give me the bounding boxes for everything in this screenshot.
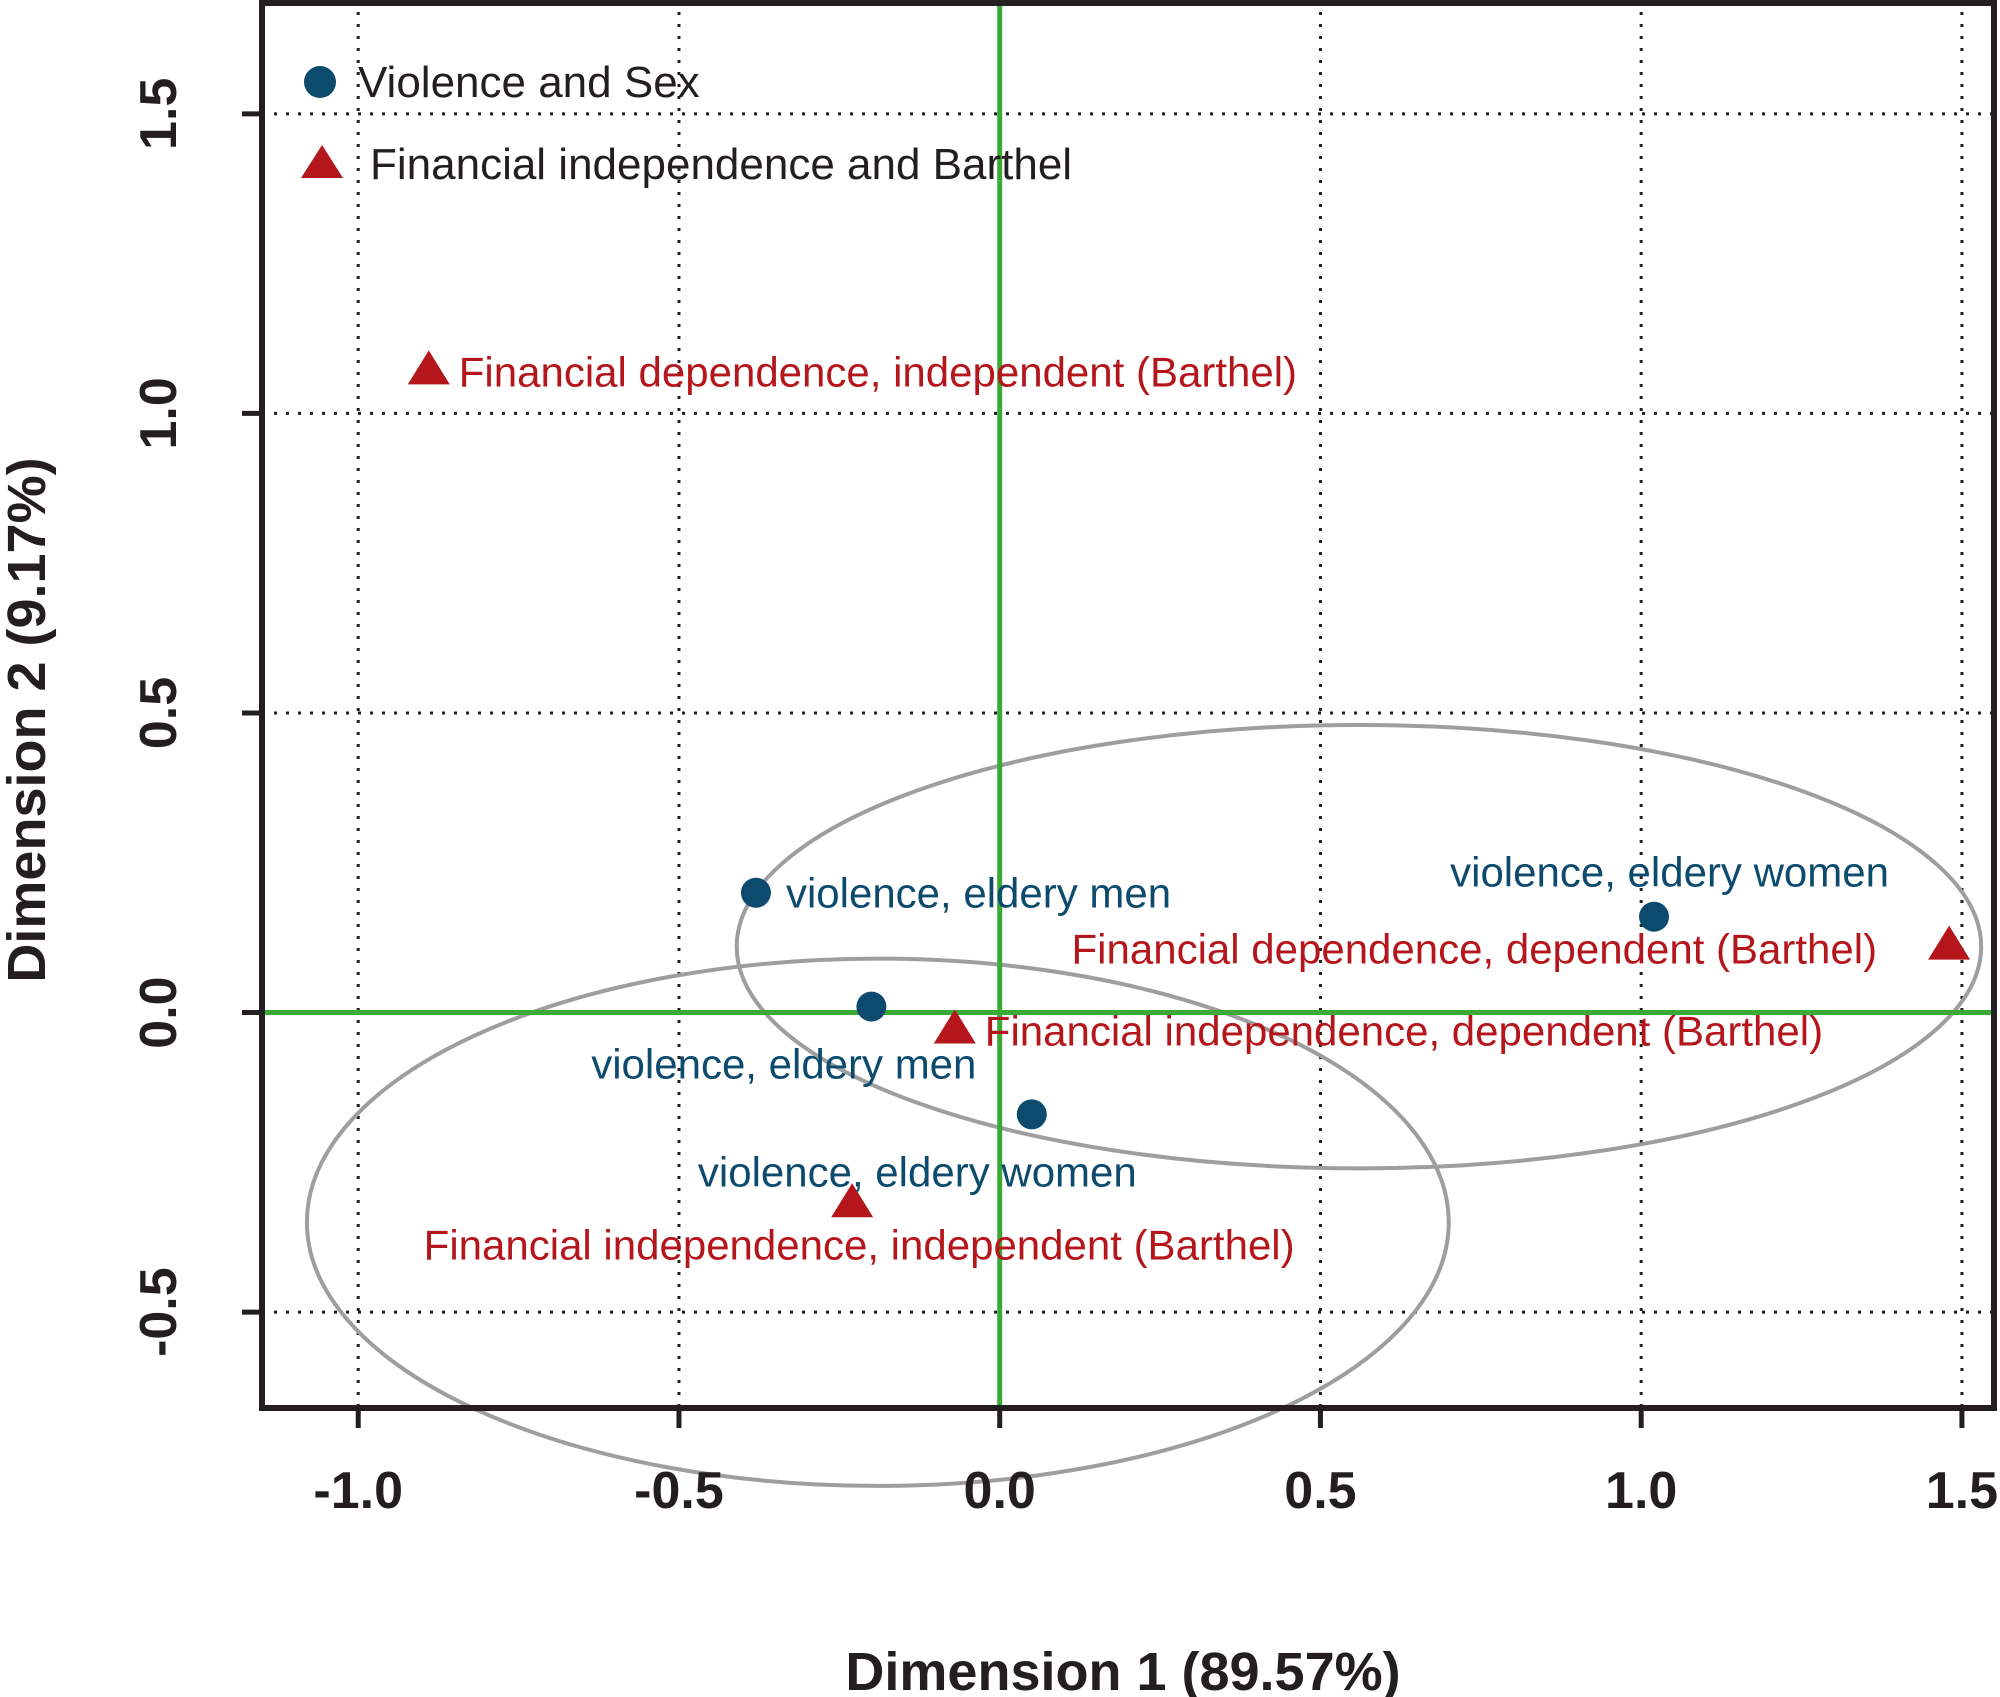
point-triangle [407,350,450,385]
point-triangle [1928,925,1971,960]
legend-triangle-marker [301,145,343,178]
x-tick-label: 1.5 [1926,1462,1998,1520]
cluster-ellipse-1 [734,722,1984,1171]
point-circle [740,877,771,908]
x-axis-title: Dimension 1 (89.57%) [845,1642,1400,1697]
y-tick-label: 0.5 [130,677,188,749]
y-tick-label: 1.5 [130,78,188,150]
point-label: Financial independence, independent (Bar… [424,1221,1295,1268]
point-circle [856,991,887,1022]
point-circle [1639,901,1670,932]
point-label: violence, eldery men [591,1041,976,1088]
y-tick-label: 1.0 [130,377,188,449]
point-label: Financial dependence, independent (Barth… [459,348,1297,395]
point-label: violence, eldery women [1450,849,1889,896]
point-triangle [933,1009,976,1044]
data-labels: violence, eldery men violence, eldery men… [424,348,1889,1268]
legend-circle-marker [304,66,336,98]
y-axis-title: Dimension 2 (9.17%) [0,457,57,982]
point-label: violence, eldery men [786,870,1171,917]
y-tick-label: -0.5 [130,1267,188,1357]
reference-lines [262,0,1994,1408]
x-tick-label: 0.5 [1284,1462,1356,1520]
point-triangle [831,1183,874,1218]
x-tick-label: 1.0 [1605,1462,1677,1520]
legend-label-financial-barthel: Financial independence and Barthel [370,140,1072,189]
grid-layer [262,0,1994,1408]
point-label: Financial independence, dependent (Barth… [985,1008,1823,1055]
tick-layer: -1.0 -0.5 0.0 0.5 1.0 1.5 -0.5 0.0 0.5 1.0 1.5 [130,78,1998,1520]
point-label: violence, eldery women [698,1148,1137,1195]
legend: Violence and Sex Financial independence … [301,58,1072,189]
ellipse-layer [304,722,1984,1488]
x-tick-label: 0.0 [964,1462,1036,1520]
point-circle [1016,1099,1047,1130]
x-tick-label: -0.5 [634,1462,724,1520]
x-tick-label: -1.0 [313,1462,403,1520]
cluster-ellipse-2 [304,956,1451,1488]
plot-frame [259,0,1997,1411]
point-label: Financial dependence, dependent (Barthel… [1072,926,1878,973]
legend-label-violence-sex: Violence and Sex [358,58,700,107]
data-marks [407,350,1971,1218]
y-tick-label: 0.0 [130,976,188,1048]
